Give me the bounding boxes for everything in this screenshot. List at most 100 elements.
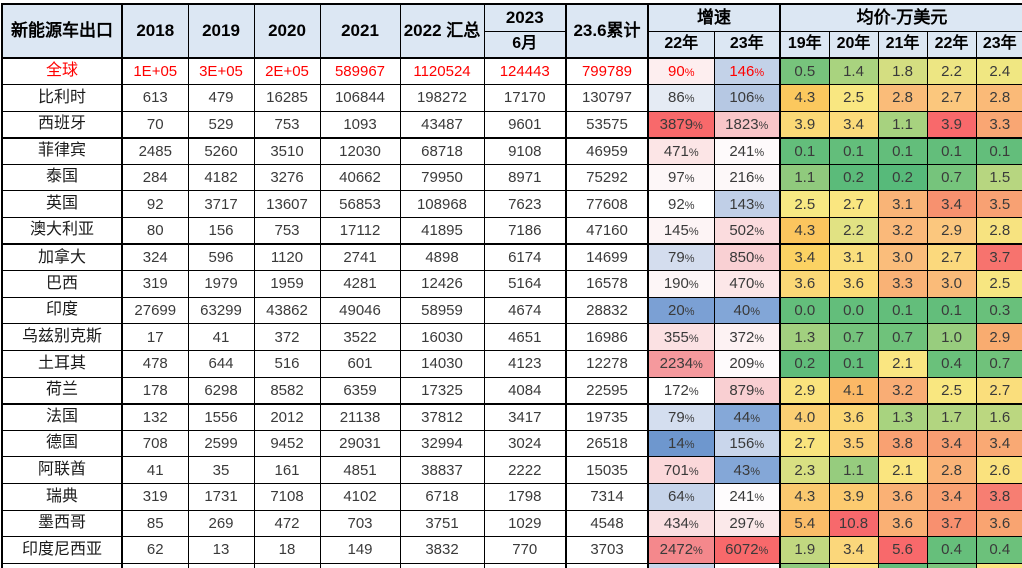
cell-export-value: 27699	[121, 296, 189, 325]
cell-avg-price: 1.0	[926, 323, 977, 352]
cell-country: 法国	[1, 403, 123, 431]
cell-avg-price: 3.6	[877, 509, 928, 538]
table-row-partial	[1, 562, 1022, 568]
cell-avg-price: 3.6	[828, 270, 879, 298]
cell-export-value: 589967	[319, 57, 401, 86]
cell-avg-price: 2.8	[975, 84, 1022, 112]
cell-growth-pct: 241%	[713, 483, 781, 511]
cell-export-value: 28832	[565, 296, 649, 325]
table-row: 巴西 319 1979 1959 4281 12426 5164 16578 190% 470% 3…	[1, 270, 1022, 298]
cell-export-value: 9601	[483, 110, 567, 139]
cell-avg-price: 3.9	[926, 110, 977, 139]
cell-export-value: 516	[253, 350, 321, 378]
cell-export-value: 106844	[319, 84, 401, 112]
cell-export-value: 41	[187, 323, 255, 352]
cell-export-value: 372	[253, 323, 321, 352]
cell-country: 印度尼西亚	[1, 536, 123, 564]
table-row: 土耳其 478 644 516 601 14030 4123 12278 2234% 209% 0.…	[1, 350, 1022, 378]
cell-avg-price: 1.6	[975, 403, 1022, 431]
cell-export-value: 80	[121, 217, 189, 246]
table-title: 新能源车出口	[1, 3, 123, 59]
subheader-growth-22: 22年	[647, 30, 715, 59]
table-row: 法国 132 1556 2012 21138 37812 3417 19735 79% 44% 4.…	[1, 403, 1022, 431]
group-header-growth: 增速	[647, 3, 781, 32]
cell-export-value: 1029	[483, 509, 567, 538]
cell-avg-price: 3.5	[828, 429, 879, 458]
cell-export-value: 4674	[483, 296, 567, 325]
cell-export-value: 124443	[483, 57, 567, 86]
cell-export-value: 16030	[399, 323, 485, 352]
cell-avg-price: 3.8	[975, 483, 1022, 511]
cell-country: 瑞典	[1, 483, 123, 511]
table-row: 印度尼西亚 62 13 18 149 3832 770 3703 2472% 6072% 1.9 3.…	[1, 536, 1022, 564]
cell-avg-price: 0.5	[779, 57, 830, 86]
cell-avg-price: 0.1	[828, 350, 879, 378]
cell-avg-price: 2.1	[877, 456, 928, 484]
cell-avg-price: 1.1	[779, 163, 830, 192]
col-header-2023: 2023	[483, 3, 567, 32]
cell-export-value: 4898	[399, 243, 485, 272]
cell-avg-price: 2.5	[779, 190, 830, 219]
cell-growth-pct: 43%	[713, 456, 781, 484]
cell-export-value: 2485	[121, 137, 189, 165]
cell-export-value: 2741	[319, 243, 401, 272]
cell-avg-price	[926, 562, 977, 568]
cell-growth-pct: 372%	[713, 323, 781, 352]
cell-avg-price: 2.9	[779, 376, 830, 405]
cell-export-value: 17325	[399, 376, 485, 405]
cell-export-value: 7623	[483, 190, 567, 219]
cell-avg-price: 4.0	[779, 403, 830, 431]
cell-avg-price: 2.8	[926, 456, 977, 484]
cell-avg-price: 2.7	[779, 429, 830, 458]
cell-country: 菲律宾	[1, 137, 123, 165]
cell-avg-price: 3.4	[926, 483, 977, 511]
subheader-price-23: 23年	[975, 30, 1022, 59]
cell-avg-price: 3.7	[975, 243, 1022, 272]
cell-export-value: 58959	[399, 296, 485, 325]
col-header-2019: 2019	[187, 3, 255, 59]
cell-export-value: 3024	[483, 429, 567, 458]
cell-avg-price: 3.4	[926, 429, 977, 458]
cell-export-value: 85	[121, 509, 189, 538]
cell-export-value: 149	[319, 536, 401, 564]
cell-growth-pct: 879%	[713, 376, 781, 405]
cell-export-value: 161	[253, 456, 321, 484]
cell-export-value: 596	[187, 243, 255, 272]
table-header: 新能源车出口 2018 2019 2020 2021 2022 汇总 2023 …	[1, 3, 1022, 59]
subheader-price-22: 22年	[926, 30, 977, 59]
cell-growth-pct: 850%	[713, 243, 781, 272]
cell-export-value: 3717	[187, 190, 255, 219]
cell-export-value: 3703	[565, 536, 649, 564]
cell-export-value: 2012	[253, 403, 321, 431]
cell-avg-price: 3.4	[779, 243, 830, 272]
cell-country: 比利时	[1, 84, 123, 112]
cell-export-value	[399, 562, 485, 568]
cell-export-value: 324	[121, 243, 189, 272]
cell-export-value: 62	[121, 536, 189, 564]
table-row: 澳大利亚 80 156 753 17112 41895 7186 47160 145% 502% 4…	[1, 217, 1022, 246]
table-row: 加拿大 324 596 1120 2741 4898 6174 14699 79% 850% 3.4…	[1, 243, 1022, 272]
cell-export-value: 26518	[565, 429, 649, 458]
cell-avg-price: 3.1	[828, 243, 879, 272]
cell-export-value: 708	[121, 429, 189, 458]
cell-export-value	[121, 562, 189, 568]
cell-growth-pct: 190%	[647, 270, 715, 298]
cell-growth-pct: 20%	[647, 296, 715, 325]
cell-avg-price: 1.1	[828, 456, 879, 484]
cell-export-value: 4182	[187, 163, 255, 192]
cell-export-value: 75292	[565, 163, 649, 192]
cell-export-value: 472	[253, 509, 321, 538]
cell-avg-price: 3.1	[877, 190, 928, 219]
cell-avg-price: 4.3	[779, 84, 830, 112]
table-row: 菲律宾 2485 5260 3510 12030 68718 9108 46959 471% 24…	[1, 137, 1022, 165]
cell-export-value: 5164	[483, 270, 567, 298]
cell-export-value: 753	[253, 217, 321, 246]
cell-export-value: 13607	[253, 190, 321, 219]
col-header-cumulative: 23.6累计	[565, 3, 649, 59]
cell-export-value: 1093	[319, 110, 401, 139]
cell-export-value: 2E+05	[253, 57, 321, 86]
col-header-2018: 2018	[121, 3, 189, 59]
cell-export-value: 38837	[399, 456, 485, 484]
table-row: 英国 92 3717 13607 56853 108968 7623 77608 92% 143%…	[1, 190, 1022, 219]
cell-export-value: 68718	[399, 137, 485, 165]
